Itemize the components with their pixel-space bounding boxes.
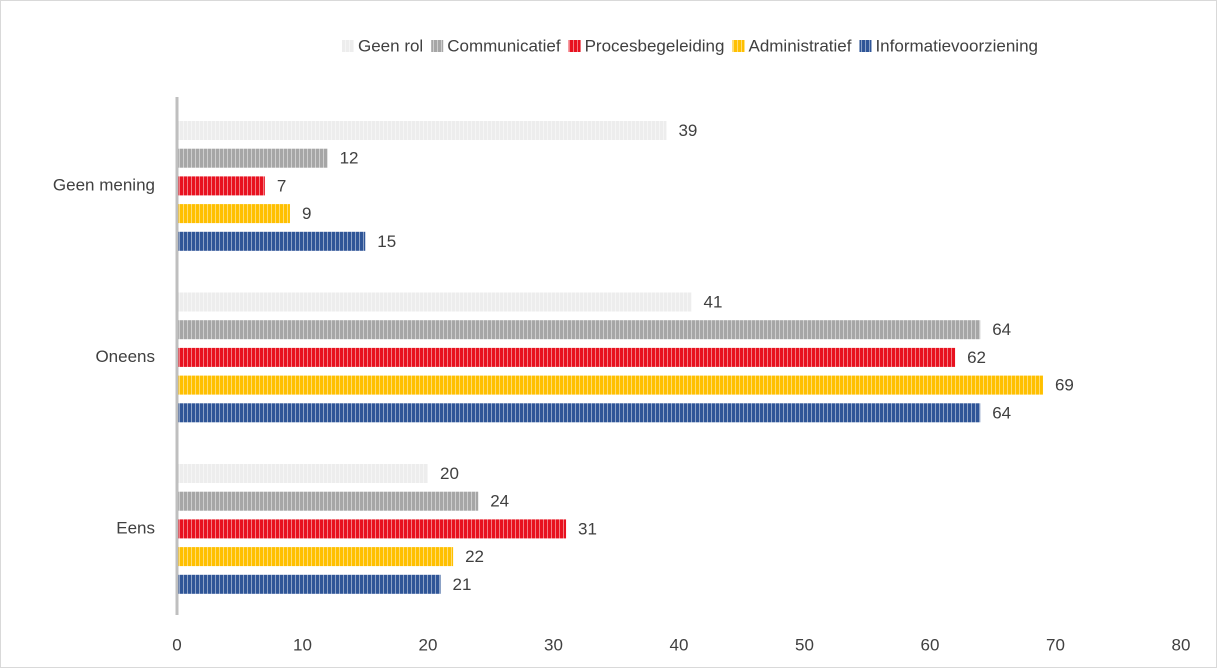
x-tick-label: 50 [795, 635, 814, 654]
legend-label: Geen rol [358, 36, 423, 55]
category-label: Oneens [95, 347, 155, 366]
bar [177, 375, 1043, 395]
x-tick-label: 0 [172, 635, 181, 654]
bar [177, 148, 328, 168]
data-label: 64 [992, 403, 1011, 422]
bar [177, 292, 692, 312]
bar [177, 231, 366, 251]
bar [177, 491, 479, 511]
data-label: 24 [490, 492, 509, 511]
x-tick-label: 10 [293, 635, 312, 654]
data-label: 62 [967, 348, 986, 367]
data-label: 20 [440, 464, 459, 483]
category-label: Geen mening [53, 175, 155, 194]
legend-item: Communicatief [431, 36, 561, 55]
data-label: 7 [277, 176, 286, 195]
bar [177, 403, 981, 423]
data-label: 21 [453, 575, 472, 594]
x-tick-label: 30 [544, 635, 563, 654]
bar [177, 347, 956, 367]
bar [177, 320, 981, 340]
x-tick-label: 40 [670, 635, 689, 654]
bar [177, 121, 667, 140]
data-label: 9 [302, 204, 311, 223]
legend-item: Administratief [732, 36, 852, 55]
legend-label: Procesbegeleiding [585, 36, 725, 55]
legend-swatch [342, 40, 355, 52]
category-label: Eens [116, 518, 155, 537]
x-tick-label: 60 [921, 635, 940, 654]
legend-label: Informatievoorziening [875, 36, 1038, 55]
x-tick-label: 20 [419, 635, 438, 654]
data-label: 41 [704, 292, 723, 311]
bar [177, 176, 265, 196]
bar [177, 519, 567, 539]
data-label: 22 [465, 547, 484, 566]
x-tick-label: 80 [1172, 635, 1191, 654]
data-label: 39 [678, 121, 697, 140]
bar [177, 574, 441, 594]
data-label: 12 [340, 149, 359, 168]
data-label: 69 [1055, 376, 1074, 395]
legend-swatch [431, 40, 444, 52]
legend-item: Geen rol [342, 36, 423, 55]
legend-label: Communicatief [447, 36, 561, 55]
legend-swatch [568, 40, 581, 52]
bar [177, 547, 454, 567]
x-tick-label: 70 [1046, 635, 1065, 654]
bar [177, 464, 428, 483]
legend-label: Administratief [748, 36, 851, 55]
legend: Geen rol Communicatief Procesbegeleiding Ad… [342, 36, 1038, 55]
data-label: 31 [578, 519, 597, 538]
bar [177, 204, 290, 224]
legend-swatch [859, 40, 872, 52]
data-label: 64 [992, 320, 1011, 339]
legend-swatch [732, 40, 745, 52]
data-label: 15 [377, 232, 396, 251]
legend-item: Informatievoorziening [859, 36, 1038, 55]
legend-item: Procesbegeleiding [568, 36, 725, 55]
